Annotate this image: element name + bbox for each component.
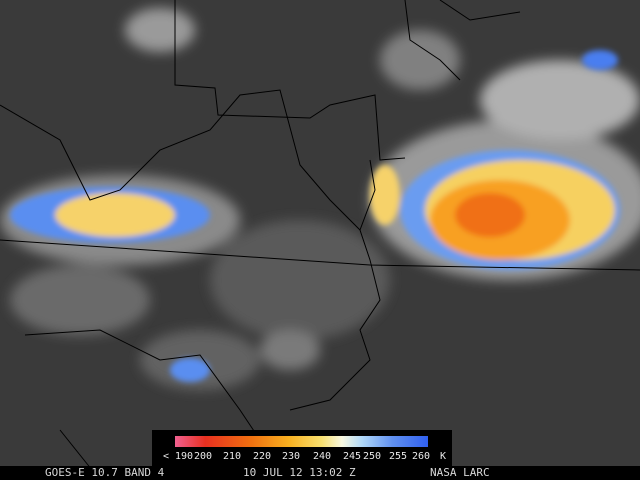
legend-tick-label: 230 [282, 451, 300, 462]
legend-tick-label: 255 [389, 451, 407, 462]
legend-tick-label: 250 [363, 451, 381, 462]
satellite-label: GOES-E 10.7 BAND 4 [45, 466, 165, 479]
source-label: NASA LARC [430, 466, 490, 479]
legend-tick-label: 245 [343, 451, 361, 462]
legend-tick-label: 260 [412, 451, 430, 462]
legend: < 190 200 210 220 230 240 245 250 255 260 K [163, 447, 446, 462]
timestamp: 10 JUL 12 13:02 Z [243, 466, 356, 479]
legend-tick-label: 240 [313, 451, 331, 462]
legend-tick-label: < 190 [163, 451, 193, 462]
colorbar [175, 436, 428, 447]
legend-tick-label: 200 [194, 451, 212, 462]
footer-bar [0, 466, 640, 480]
legend-tick-label: 220 [253, 451, 271, 462]
legend-tick-label: 210 [223, 451, 241, 462]
footer: GOES-E 10.7 BAND 4 10 JUL 12 13:02 Z NAS… [45, 466, 490, 479]
legend-unit: K [440, 451, 446, 462]
cold-cloud-tops [10, 50, 620, 382]
clouds [0, 8, 640, 390]
